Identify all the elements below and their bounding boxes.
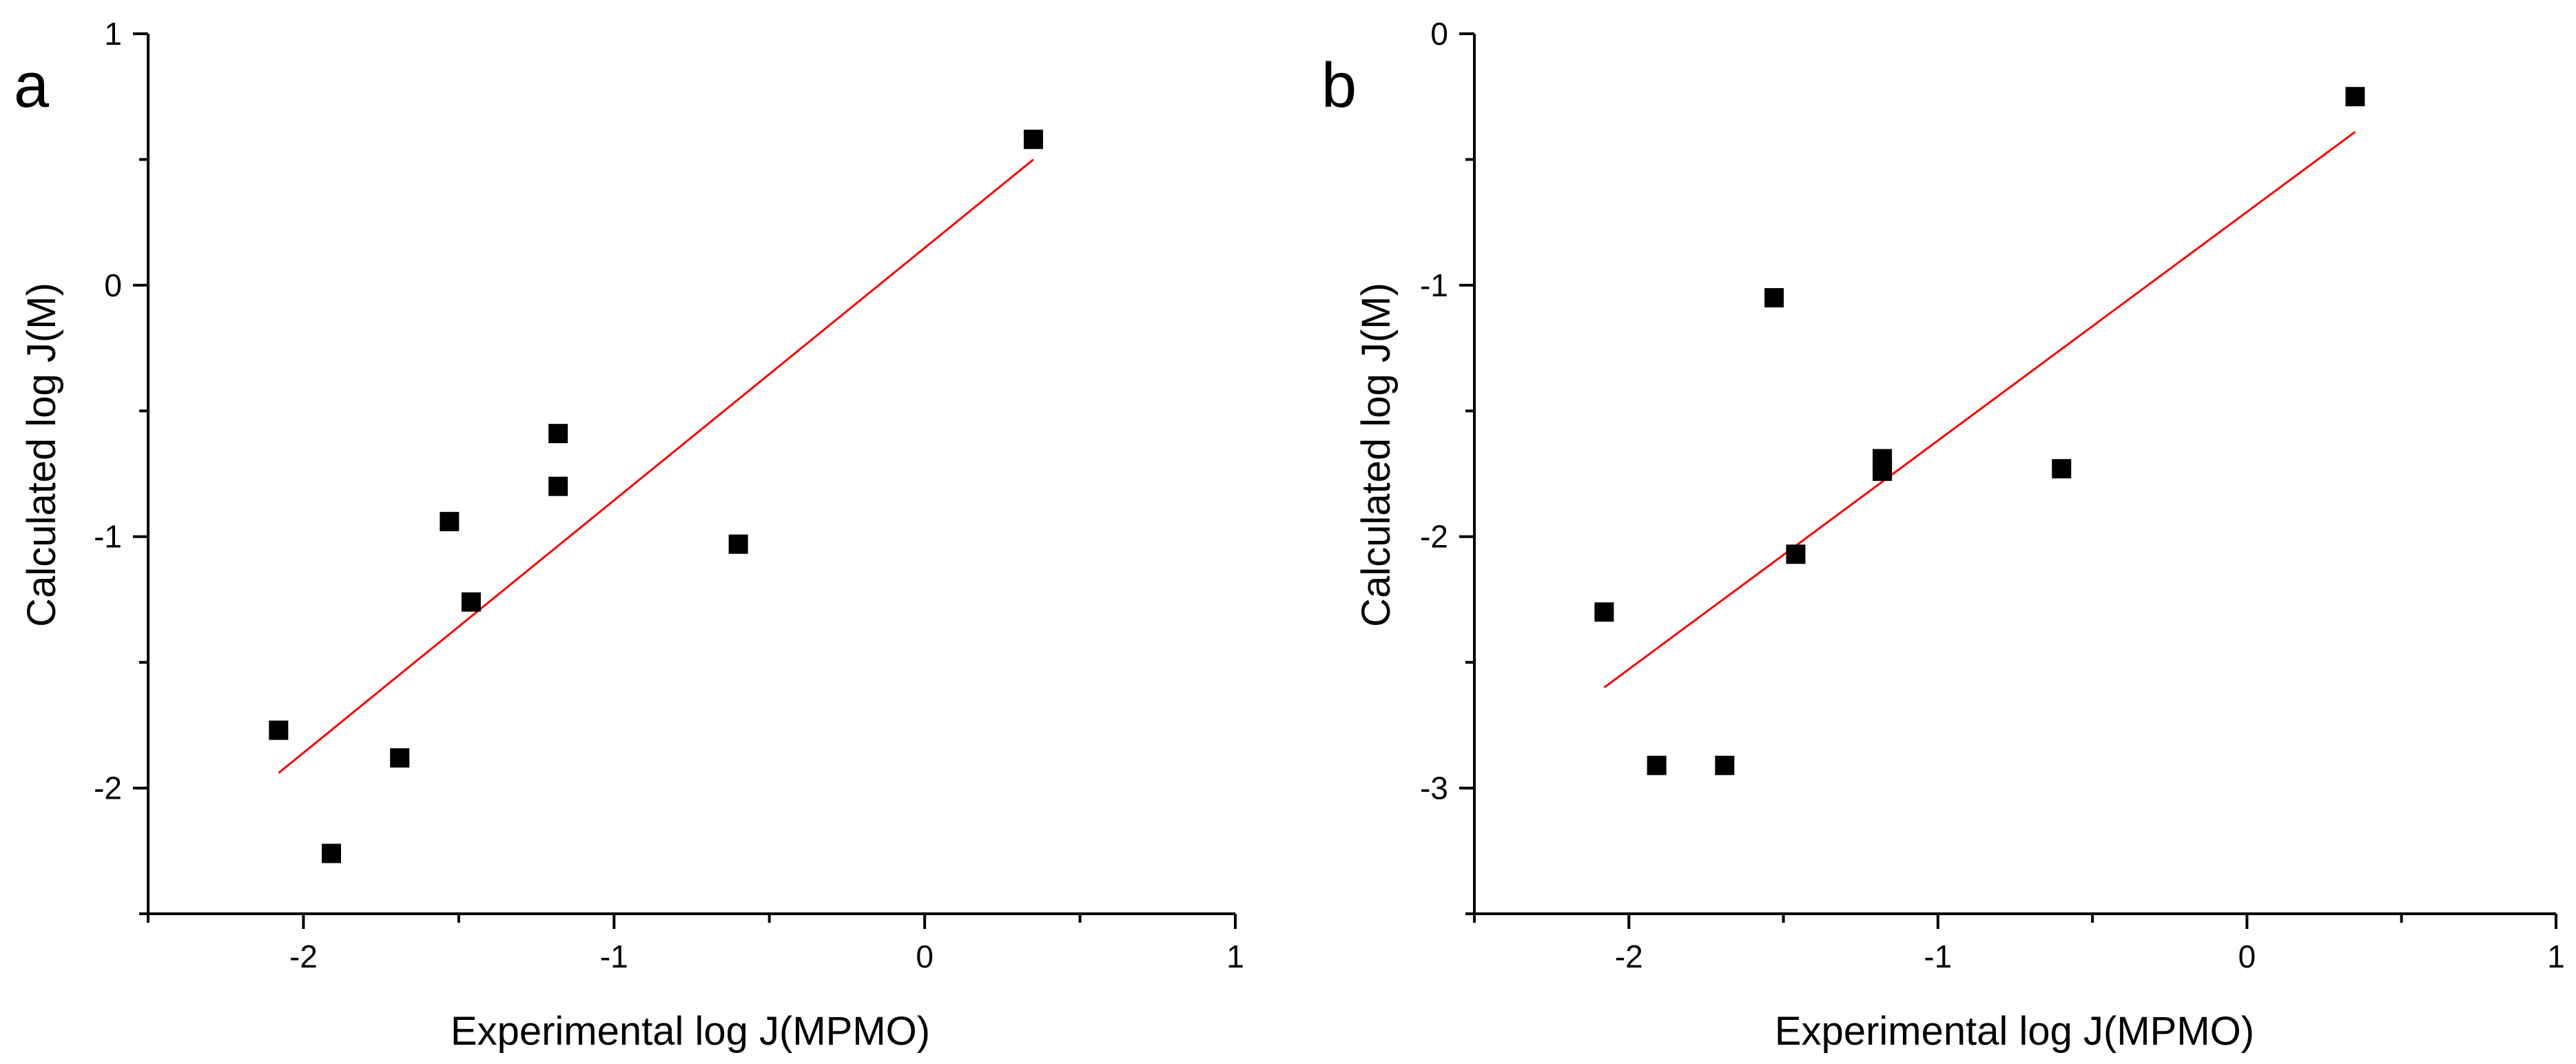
panel-b-ylabel: Calculated log J(M) [1354,283,1399,627]
panel-a-x-tick-label: 0 [916,939,934,974]
panel-a-data-point [548,424,568,444]
panel-a-y-tick-label: 1 [104,16,122,52]
panel-b-data-point [2052,459,2072,479]
panel-a-data-point [390,748,410,768]
panel-b-y-tick-label: 0 [1430,16,1448,52]
panel-a-data-point [322,843,342,863]
panel-a-y-tick-label: 0 [104,267,122,303]
panel-a-letter: a [14,50,50,121]
panel-b-letter: b [1321,50,1357,121]
panel-a-data-point [440,511,460,531]
panel-b-axes: -2 -1 0 1 -3 -2 -1 0 [1420,16,2565,974]
panel-b-points [1594,87,2365,775]
panel-a-fit [278,158,1034,774]
panel-a-x-tick-label: -2 [289,939,318,974]
panel-b: b -2 -1 0 1 -3 -2 -1 0 Experimental log J(MPMO)… [1321,16,2565,1054]
panel-b-y-tick-label: -2 [1420,519,1448,555]
panel-a-points [269,130,1043,863]
panel-b-y-tick-label: -3 [1420,770,1448,806]
panel-a-x-tick-label: 1 [1226,939,1244,974]
panel-b-data-point [1647,755,1667,775]
panel-a-data-point [548,476,568,496]
panel-b-x-tick-label: 1 [2547,939,2565,974]
panel-b-data-point [2345,87,2365,107]
panel-a-data-point [461,592,481,612]
panel-b-fit [1603,131,2356,688]
panel-b-data-point [1715,755,1735,775]
panel-b-x-tick-label: -2 [1615,939,1643,974]
panel-a-ylabel: Calculated log J(M) [19,283,64,627]
panel-b-x-tick-label: 0 [2238,939,2256,974]
panel-a: a -2 -1 0 1-2-101 Experimental log J(MPMO) … [14,16,1244,1054]
panel-b-y-tick-label: -1 [1420,267,1448,303]
panel-a-x-tick-label: -1 [600,939,628,974]
panel-b-data-point [1873,461,1893,481]
panel-b-xlabel: Experimental log J(MPMO) [1775,1009,2254,1054]
panel-b-data-point [1764,288,1784,308]
panel-a-y-tick-label: -1 [94,519,122,555]
panel-a-y-tick-label: -2 [94,770,122,806]
panel-a-axes: -2 -1 0 1 -2 -1 0 1 [94,16,1244,974]
panel-a-fit-line [278,158,1034,774]
panel-a-data-point [1023,130,1043,150]
panel-b-data-point [1786,544,1806,564]
panel-a-data-point [269,720,289,740]
panel-b-data-point [1594,602,1614,622]
panel-a-xlabel: Experimental log J(MPMO) [451,1009,930,1054]
panel-a-data-point [728,534,748,554]
panel-b-x-tick-label: -1 [1924,939,1952,974]
panel-b-fit-line [1603,131,2356,688]
